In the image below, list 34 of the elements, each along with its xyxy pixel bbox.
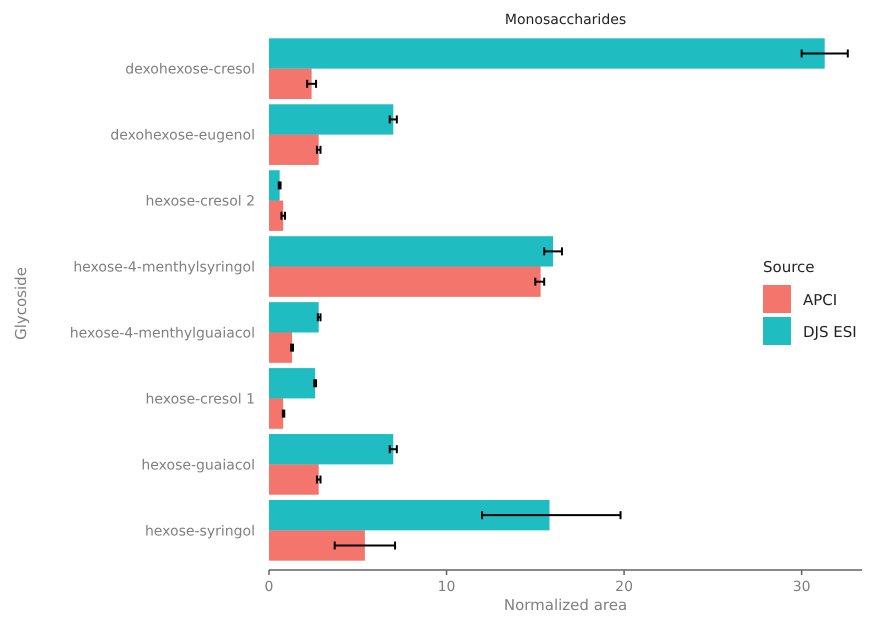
- y-tick-label: hexose-cresol 1: [146, 391, 255, 408]
- y-tick-label: hexose-cresol 2: [146, 194, 255, 210]
- bar: [269, 368, 316, 398]
- chart-title: Monosaccharides: [504, 12, 626, 28]
- bar: [269, 398, 284, 429]
- bar: [269, 236, 554, 267]
- x-tick-label: 10: [438, 579, 456, 595]
- y-tick-label: dexohexose-eugenol: [110, 128, 255, 144]
- y-tick-label: hexose-4-menthylsyringol: [73, 260, 255, 276]
- legend-label: APCI: [803, 291, 838, 309]
- x-tick-label: 20: [615, 579, 634, 595]
- bar: [269, 170, 280, 201]
- x-tick-label: 30: [792, 579, 811, 595]
- bar: [269, 134, 319, 165]
- y-axis-title: Glycoside: [12, 267, 30, 340]
- y-tick-label: dexohexose-cresol: [125, 62, 255, 78]
- bar: [269, 530, 365, 561]
- bar: [269, 500, 550, 530]
- bar: [269, 464, 319, 495]
- bar: [269, 200, 284, 231]
- bar: [269, 302, 319, 332]
- legend-label: DJS ESI: [803, 323, 857, 341]
- bar: [269, 38, 825, 69]
- bar: [269, 68, 312, 99]
- y-tick-label: hexose-syringol: [144, 523, 255, 540]
- bar: [269, 266, 541, 297]
- y-tick-label: hexose-4-menthylguaiacol: [70, 325, 255, 342]
- x-tick-label: 0: [264, 579, 274, 595]
- bar: [269, 434, 394, 464]
- y-tick-label: hexose-guaiacol: [141, 457, 255, 474]
- x-axis-title: Normalized area: [504, 596, 628, 614]
- legend-title: Source: [763, 258, 815, 276]
- bar: [269, 104, 394, 135]
- bar: [269, 332, 292, 363]
